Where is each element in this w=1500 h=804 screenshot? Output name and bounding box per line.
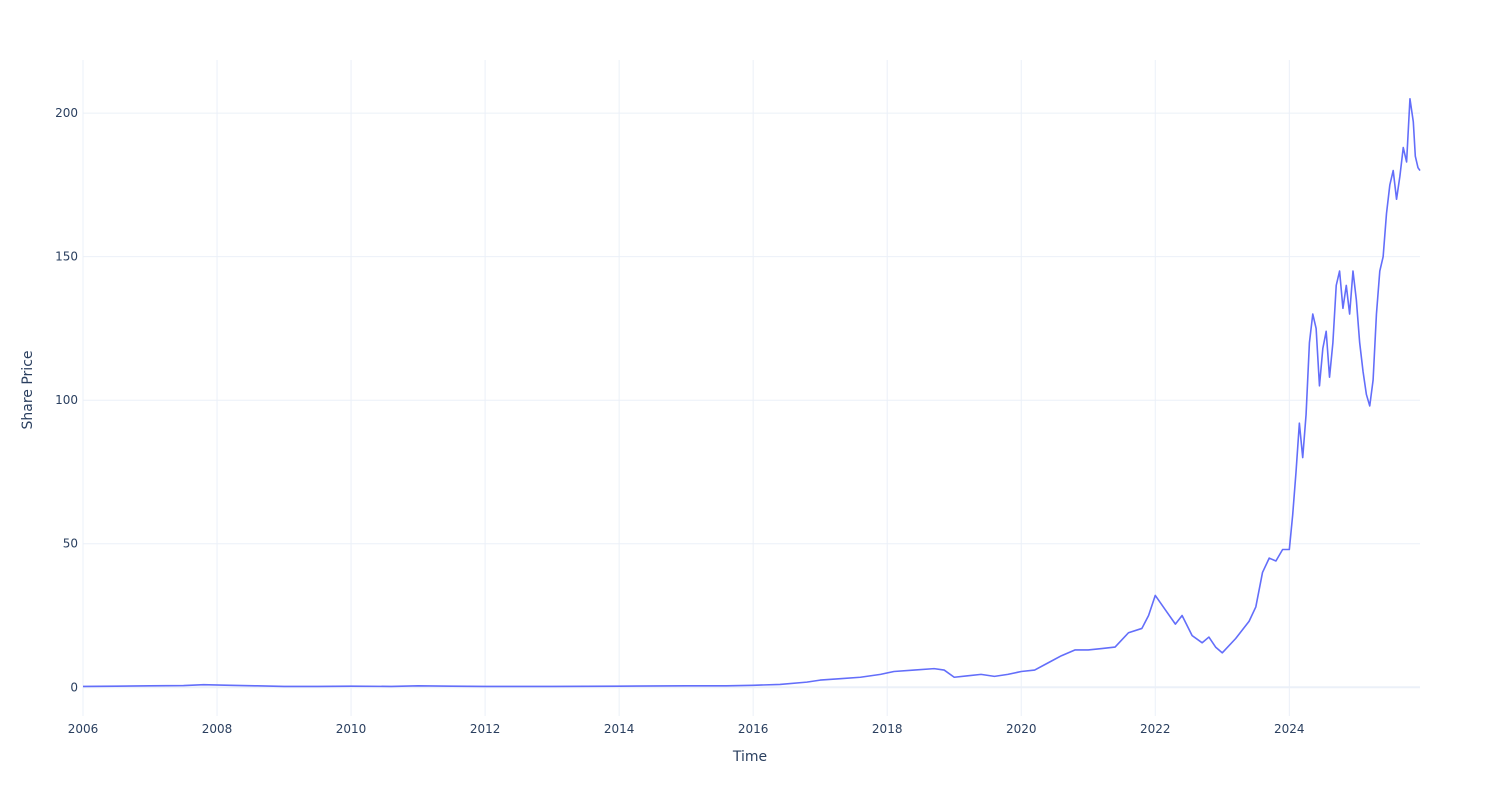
y-tick-label: 200 xyxy=(55,106,78,120)
y-tick-label: 50 xyxy=(63,537,78,551)
x-axis-title: Time xyxy=(732,749,767,765)
x-axis-tick-labels: 2006 2008 2010 2012 2014 2016 2018 2020 2022 2024 xyxy=(68,722,1305,736)
x-tick-label: 2006 xyxy=(68,722,99,736)
x-tick-label: 2020 xyxy=(1006,722,1037,736)
x-tick-label: 2010 xyxy=(336,722,367,736)
x-gridlines xyxy=(82,60,1290,716)
y-tick-label: 150 xyxy=(55,250,78,264)
x-tick-label: 2024 xyxy=(1274,722,1305,736)
y-axis-tick-labels: 0 50 100 150 200 xyxy=(55,106,78,694)
x-tick-label: 2012 xyxy=(470,722,501,736)
x-tick-label: 2022 xyxy=(1140,722,1171,736)
y-gridlines xyxy=(83,112,1420,689)
x-tick-label: 2016 xyxy=(738,722,769,736)
y-tick-label: 100 xyxy=(55,393,78,407)
x-tick-label: 2018 xyxy=(872,722,903,736)
y-tick-label: 0 xyxy=(70,680,78,694)
x-tick-label: 2008 xyxy=(202,722,233,736)
series-lines xyxy=(82,97,1421,688)
share-price-line xyxy=(82,97,1421,688)
x-tick-label: 2014 xyxy=(604,722,635,736)
y-axis-title: Share Price xyxy=(20,350,36,429)
